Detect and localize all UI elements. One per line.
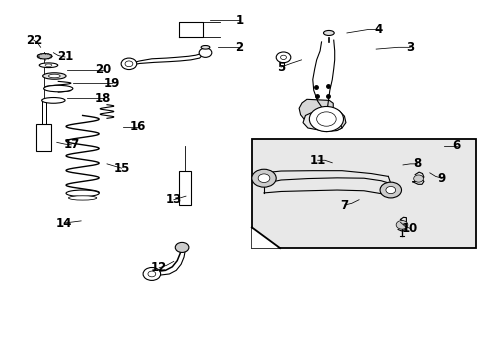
- Circle shape: [309, 107, 343, 132]
- Ellipse shape: [42, 73, 66, 79]
- Polygon shape: [251, 228, 278, 248]
- Ellipse shape: [68, 196, 97, 200]
- Ellipse shape: [39, 63, 58, 68]
- Circle shape: [251, 169, 276, 187]
- Ellipse shape: [41, 98, 65, 103]
- Bar: [179, 171, 190, 205]
- Text: 21: 21: [57, 50, 73, 63]
- Text: 6: 6: [451, 139, 460, 152]
- Polygon shape: [299, 99, 345, 131]
- Polygon shape: [303, 113, 341, 132]
- Text: 16: 16: [130, 121, 146, 134]
- Text: 18: 18: [95, 92, 111, 105]
- Text: 9: 9: [437, 172, 445, 185]
- Text: 7: 7: [340, 199, 348, 212]
- Ellipse shape: [201, 45, 209, 49]
- Text: 10: 10: [401, 222, 418, 235]
- Circle shape: [199, 48, 211, 57]
- Ellipse shape: [43, 85, 73, 92]
- Ellipse shape: [45, 64, 52, 67]
- Text: 4: 4: [374, 23, 382, 36]
- Text: 8: 8: [413, 157, 421, 170]
- Circle shape: [316, 112, 335, 126]
- Text: 1: 1: [235, 14, 243, 27]
- Circle shape: [379, 182, 401, 198]
- Text: 2: 2: [235, 41, 243, 54]
- Ellipse shape: [66, 190, 99, 197]
- Text: 3: 3: [406, 41, 413, 54]
- Circle shape: [143, 267, 160, 280]
- Text: 22: 22: [26, 33, 42, 47]
- Text: 14: 14: [56, 216, 72, 230]
- Circle shape: [385, 186, 395, 194]
- Circle shape: [175, 242, 188, 252]
- Text: 15: 15: [113, 162, 129, 175]
- Bar: [251, 139, 475, 248]
- Circle shape: [413, 175, 423, 182]
- Ellipse shape: [37, 54, 52, 59]
- Text: 19: 19: [103, 77, 120, 90]
- Text: 17: 17: [63, 138, 80, 151]
- Circle shape: [121, 58, 137, 69]
- Circle shape: [148, 271, 156, 277]
- Text: 20: 20: [95, 63, 111, 76]
- Ellipse shape: [323, 31, 333, 36]
- Circle shape: [258, 174, 269, 183]
- Text: 12: 12: [151, 261, 167, 274]
- Circle shape: [125, 61, 133, 67]
- Bar: [36, 124, 51, 151]
- Ellipse shape: [280, 55, 286, 59]
- Ellipse shape: [276, 52, 290, 63]
- Ellipse shape: [48, 74, 60, 78]
- Text: 13: 13: [165, 193, 182, 206]
- Text: 11: 11: [309, 154, 325, 167]
- Circle shape: [395, 221, 407, 229]
- Text: 5: 5: [276, 60, 285, 73]
